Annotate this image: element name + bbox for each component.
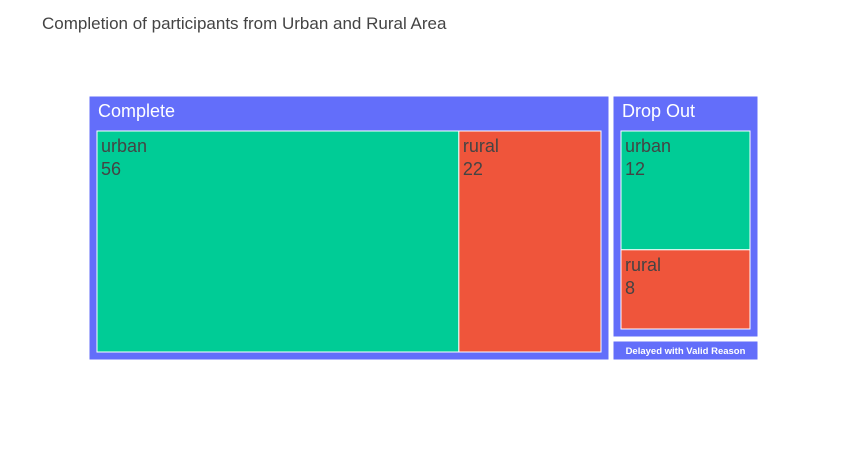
tile-value-drop-out-rural: 8: [625, 278, 635, 298]
tile-value-drop-out-urban: 12: [625, 159, 645, 179]
tile-complete-rural[interactable]: [458, 130, 602, 353]
chart-title: Completion of participants from Urban an…: [42, 14, 447, 33]
tile-label-drop-out-urban: urban: [625, 136, 671, 156]
tile-complete-urban[interactable]: [96, 130, 460, 353]
group-label-drop-out: Drop Out: [622, 101, 695, 121]
tile-label-drop-out-rural: rural: [625, 255, 661, 275]
tile-label-complete-rural: rural: [463, 136, 499, 156]
group-label-complete: Complete: [98, 101, 175, 121]
group-label-delayed-with-valid-reason: Delayed with Valid Reason: [626, 346, 746, 357]
tile-drop-out-rural[interactable]: [620, 249, 751, 330]
group-delayed-with-valid-reason[interactable]: [612, 340, 759, 361]
tile-value-complete-urban: 56: [101, 159, 121, 179]
tile-value-complete-rural: 22: [463, 159, 483, 179]
tile-drop-out-urban[interactable]: [620, 130, 751, 251]
tile-label-complete-urban: urban: [101, 136, 147, 156]
